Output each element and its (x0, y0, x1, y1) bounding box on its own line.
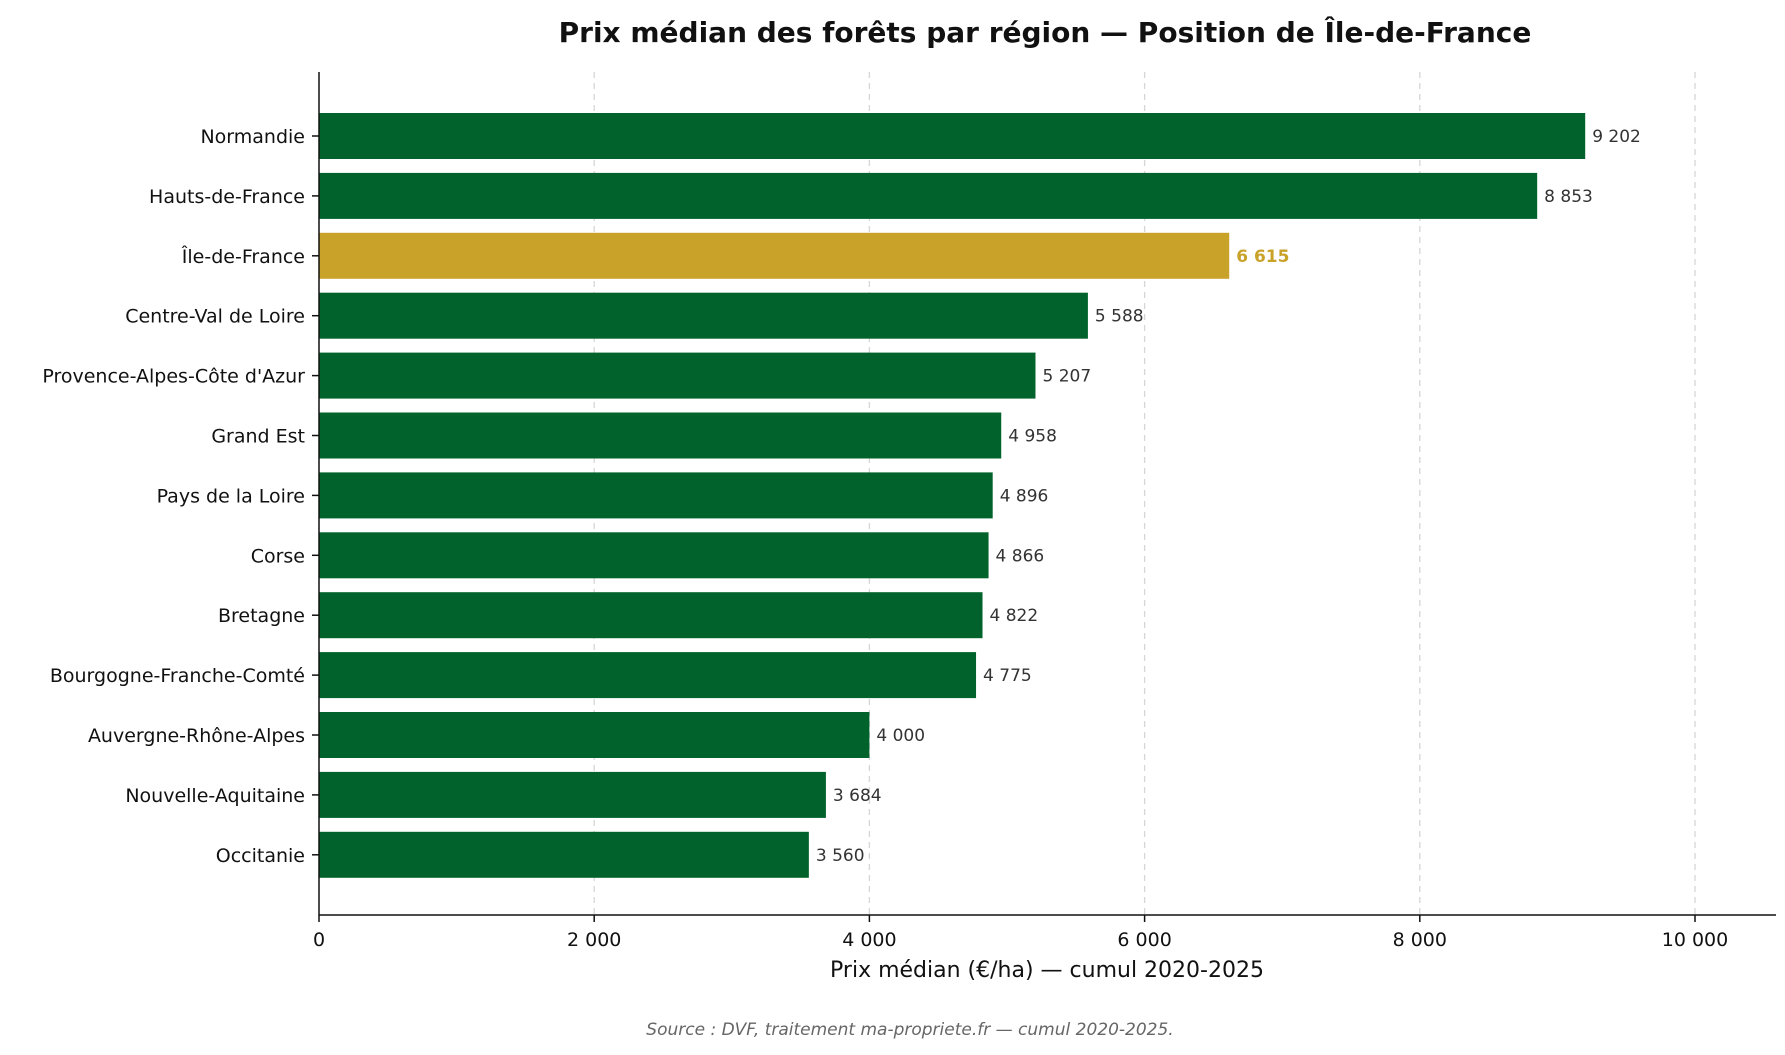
value-label: 6 615 (1236, 247, 1289, 267)
bar-highlight (319, 232, 1230, 279)
category-label: Hauts-de-France (149, 186, 305, 208)
bar (319, 532, 989, 579)
value-label: 4 775 (983, 666, 1032, 686)
chart-title: Prix médian des forêts par région — Posi… (559, 15, 1532, 49)
x-tick-label: 6 000 (1117, 929, 1171, 951)
category-labels: Normandie Hauts-de-France Île-de-France Cen… (42, 126, 319, 867)
category-label: Grand Est (211, 426, 305, 448)
x-tick-label: 0 (313, 929, 325, 951)
value-label: 4 958 (1008, 427, 1057, 447)
value-label: 4 000 (876, 726, 925, 746)
category-label: Provence-Alpes-Côte d'Azur (42, 366, 305, 388)
category-label: Centre-Val de Loire (125, 306, 305, 328)
category-label: Auvergne-Rhône-Alpes (88, 725, 305, 747)
category-label: Bretagne (218, 605, 305, 627)
bars (319, 113, 1586, 878)
bar (319, 472, 993, 519)
x-tick-label: 2 000 (567, 929, 621, 951)
value-labels: 9 202 8 853 6 615 5 588 5 207 4 958 4 896 4 866… (816, 127, 1641, 866)
bar (319, 292, 1088, 339)
value-label: 4 822 (990, 606, 1039, 626)
category-label: Normandie (200, 126, 305, 148)
x-axis-label: Prix médian (€/ha) — cumul 2020-2025 (830, 958, 1264, 983)
bar (319, 172, 1538, 219)
bar (319, 652, 977, 699)
value-label: 4 866 (996, 546, 1045, 566)
category-label: Pays de la Loire (157, 485, 305, 507)
value-label: 9 202 (1592, 127, 1641, 147)
source-note: Source : DVF, traitement ma-propriete.fr… (646, 1020, 1173, 1040)
value-label: 8 853 (1544, 187, 1593, 207)
category-label: Île-de-France (181, 245, 305, 268)
bar (319, 412, 1002, 459)
x-tick-label: 10 000 (1662, 929, 1728, 951)
bar (319, 771, 826, 818)
bar (319, 712, 870, 758)
value-label: 5 207 (1042, 367, 1091, 387)
bar (319, 113, 1586, 159)
x-axis-ticks: 0 2 000 4 000 6 000 8 000 10 000 (313, 915, 1728, 951)
bar (319, 831, 809, 878)
bar (319, 592, 983, 639)
category-label: Occitanie (216, 845, 305, 867)
category-label: Nouvelle-Aquitaine (125, 785, 305, 807)
x-tick-label: 8 000 (1393, 929, 1447, 951)
value-label: 5 588 (1095, 307, 1144, 327)
bar (319, 352, 1036, 399)
value-label: 3 684 (833, 786, 882, 806)
value-label: 4 896 (1000, 486, 1049, 506)
x-tick-label: 4 000 (842, 929, 896, 951)
category-label: Corse (251, 545, 305, 567)
value-label: 3 560 (816, 846, 865, 866)
category-label: Bourgogne-Franche-Comté (50, 665, 305, 687)
